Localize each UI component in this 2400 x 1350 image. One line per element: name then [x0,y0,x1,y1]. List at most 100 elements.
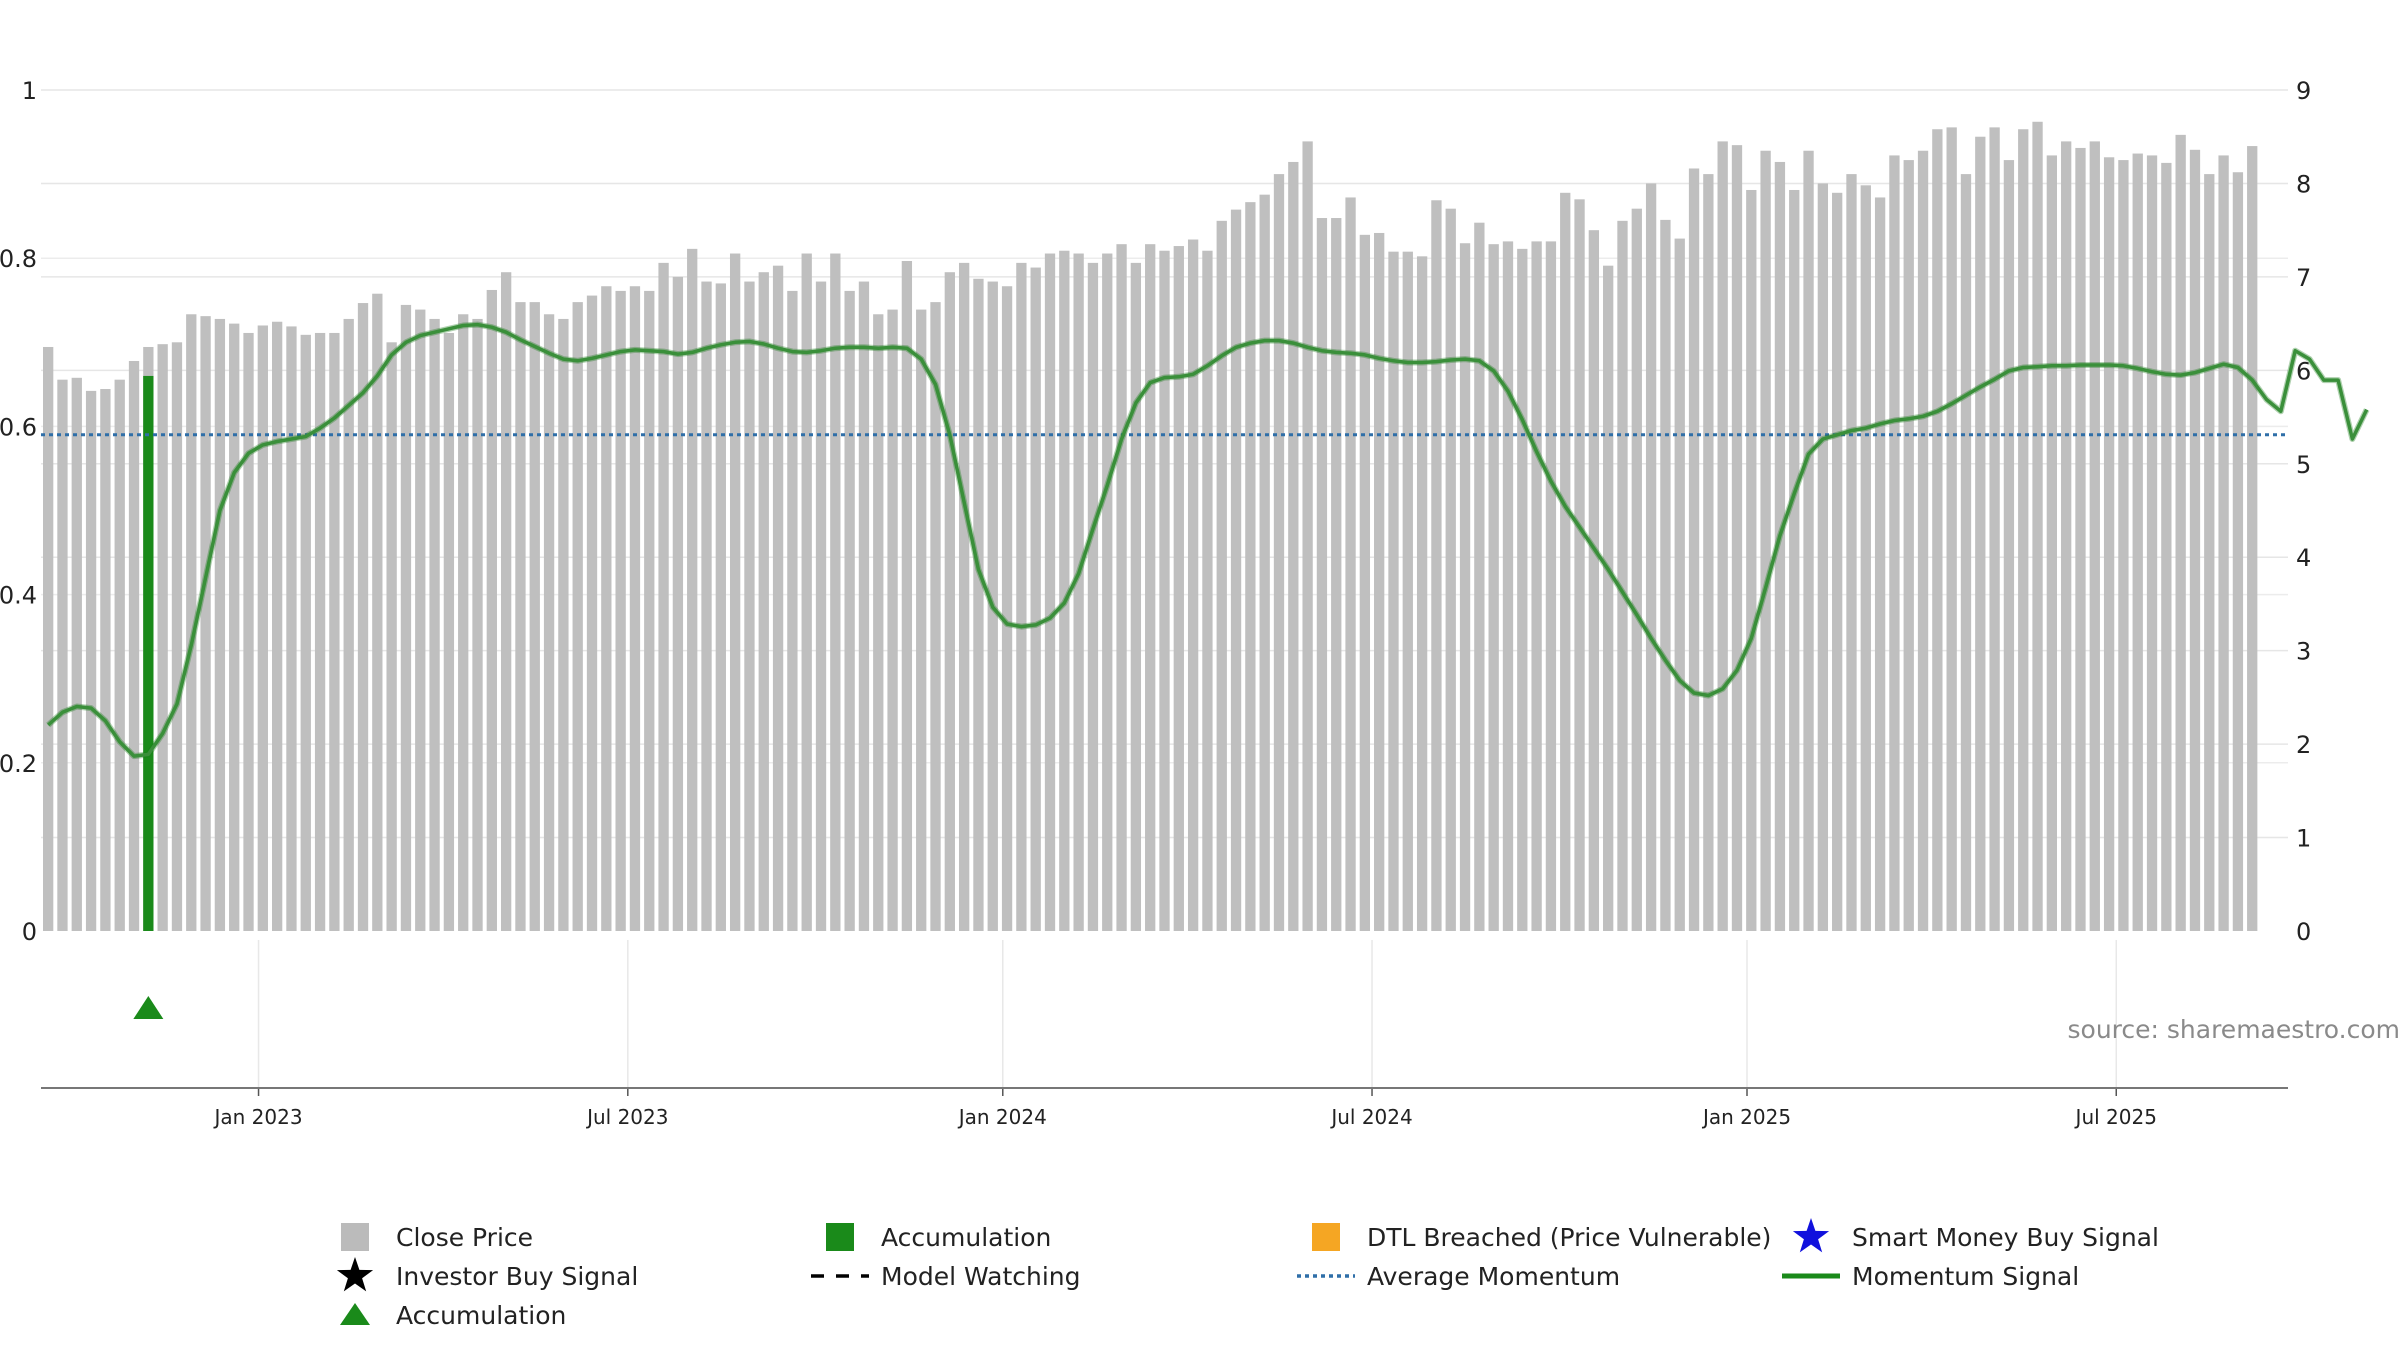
close-price-bar [486,289,497,932]
close-price-bar [257,325,268,932]
close-price-bar [1960,174,1972,932]
legend-item-momentum: Momentum Signal [1782,1262,2079,1291]
close-price-bar [1846,174,1857,932]
legend-item-close: Close Price [341,1223,533,1252]
close-price-bar [1631,208,1642,931]
legend-label-accum_bar: Accumulation [881,1223,1051,1252]
close-price-bar [1059,250,1070,932]
close-price-bar [1717,141,1728,932]
close-price-bar [1459,243,1471,931]
close-price-bar [214,318,226,931]
close-price-bar [1345,197,1356,931]
left-axis-tick-label: 0.6 [0,413,37,441]
close-price-bar [1374,232,1385,932]
close-price-bar [186,314,197,931]
legend-item-model: Model Watching [811,1262,1081,1291]
right-axis-tick-label: 0 [2296,918,2311,946]
close-price-bar [758,272,769,931]
close-price-bar [1874,197,1886,931]
left-axis-tick-label: 0 [22,918,37,946]
legend-item-dtl: DTL Breached (Price Vulnerable) [1312,1223,1771,1252]
legend-label-smart: Smart Money Buy Signal [1852,1223,2159,1252]
close-price-bar [472,318,483,931]
close-price-bar [500,272,512,931]
close-price-bar [1731,145,1743,932]
legend-item-investor: Investor Buy Signal [336,1257,638,1292]
legend-item-smart: Smart Money Buy Signal [1792,1218,2159,1253]
close-price-bar [1331,218,1342,931]
close-price-bar [687,248,698,931]
close-price-bar [2046,155,2058,931]
close-price-bar [128,360,140,931]
close-price-bar [1860,185,1871,931]
close-price-bar [916,309,927,931]
close-price-bar [157,344,168,931]
x-axis-tick-label: Jan 2025 [1701,1105,1791,1129]
close-price-bar [2146,155,2158,931]
x-axis-tick-label: Jan 2023 [212,1105,302,1129]
close-price-bar [1302,141,1313,932]
close-price-bar [701,281,712,931]
close-price-bar [2003,160,2015,932]
close-price-bar [1416,256,1428,931]
close-price-bar [71,377,82,931]
close-price-bar [1159,250,1170,932]
close-price-bar [1703,174,1714,932]
close-price-bar [386,342,397,931]
close-price-bar [815,281,827,931]
source-label: source: sharemaestro.com [2068,1015,2400,1044]
close-price-bar [343,318,354,931]
close-price-bar [586,295,598,932]
legend-label-close: Close Price [396,1223,533,1252]
close-price-bar [1989,127,2000,931]
close-price-bar [944,272,955,931]
close-price-bar [601,286,612,931]
legend-label-investor: Investor Buy Signal [396,1262,638,1291]
close-price-bar [1030,267,1041,931]
close-price-bar [1116,244,1127,931]
legend-label-avg: Average Momentum [1367,1262,1620,1291]
close-price-bar [43,346,54,931]
close-price-bar [1574,199,1585,931]
close-price-bar [572,302,583,931]
close-price-bar [1216,220,1227,932]
close-price-bar [1502,241,1514,931]
close-price-bar [357,303,369,931]
close-price-bar [1531,241,1542,931]
close-price-bar [1617,220,1628,932]
close-price-bar [2061,141,2072,932]
legend: Close Price Accumulation DTL Breached (Pri… [336,1218,2159,1330]
x-axis-tick-label: Jul 2024 [1329,1105,1412,1129]
right-axis-tick-label: 3 [2296,638,2311,666]
close-price-bar [1359,234,1371,932]
close-price-bar [1488,244,1499,931]
close-price-bar [171,342,183,931]
close-price-bar [672,276,684,931]
close-price-bar [1774,161,1786,932]
right-axis-tick-label: 1 [2296,825,2311,853]
close-price-bar [1946,127,1957,931]
legend-label-dtl: DTL Breached (Price Vulnerable) [1367,1223,1771,1252]
close-price-bar [1660,219,1671,932]
close-price-bar [1932,129,1943,931]
close-price-bar [1832,192,1843,932]
right-axis-tick-label: 9 [2296,77,2311,105]
close-price-bar [1817,183,1829,931]
x-axis-tick-label: Jul 2023 [585,1105,668,1129]
close-price-bars [43,121,2258,932]
left-axis-tick-label: 0.8 [0,245,37,273]
close-price-bar [873,314,884,931]
close-price-bar [2161,162,2172,932]
close-price-bar [2232,172,2244,932]
close-price-bar [1402,251,1413,932]
close-price-bar [1917,150,1929,931]
close-price-bar [729,253,741,931]
legend-star-smart [1792,1218,1830,1253]
close-price-bar [1187,239,1199,931]
close-price-bar [1903,160,1914,932]
legend-label-momentum: Momentum Signal [1852,1262,2079,1291]
close-price-bar [400,304,412,931]
close-price-bar [1975,136,1986,931]
close-price-bar [615,290,626,932]
